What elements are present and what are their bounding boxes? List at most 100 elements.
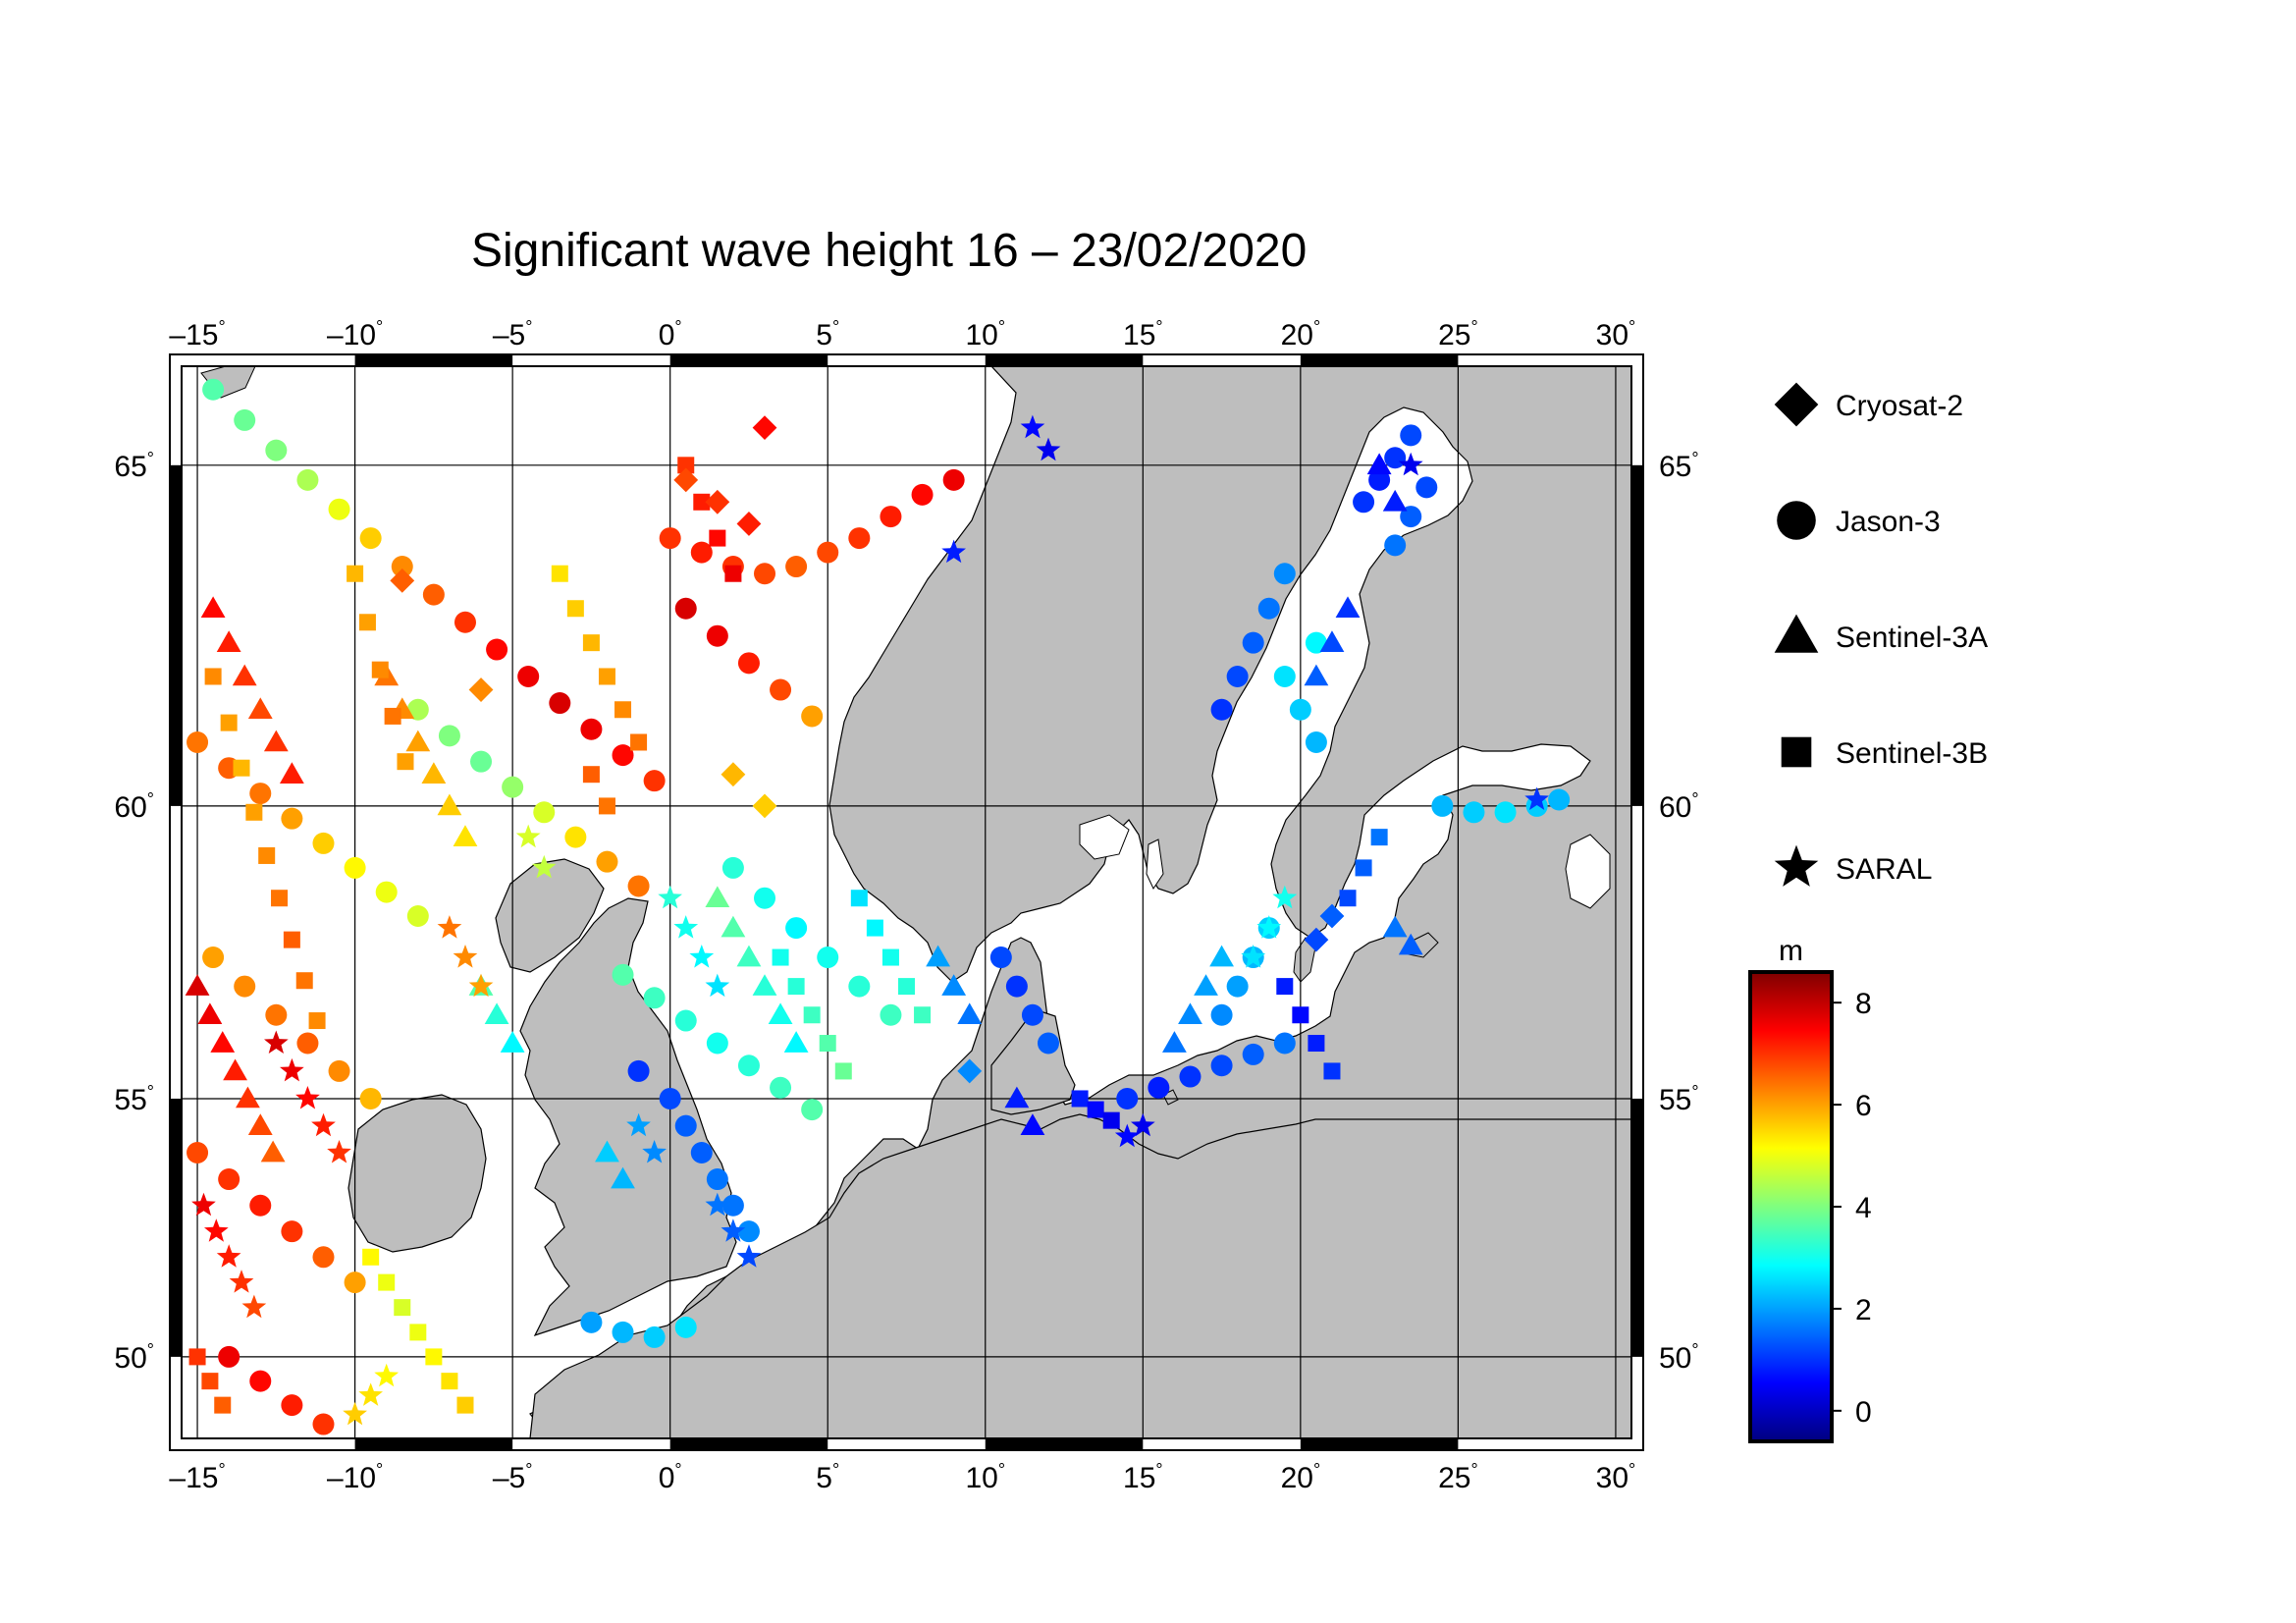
data-point: [898, 978, 915, 996]
data-point: [737, 652, 760, 675]
data-point: [187, 1142, 209, 1164]
data-point: [850, 890, 868, 907]
data-point: [1226, 975, 1249, 998]
data-point: [803, 1006, 821, 1024]
data-point: [197, 1002, 223, 1025]
data-point: [421, 762, 447, 784]
data-point: [468, 677, 494, 702]
data-point: [957, 1002, 983, 1025]
series-saral: [191, 414, 1549, 1426]
data-point: [736, 945, 762, 967]
data-point: [1382, 915, 1408, 938]
lat-tick-right: 60°: [1659, 789, 1699, 824]
data-point: [1242, 631, 1264, 654]
lon-tick-bottom: 0°: [659, 1460, 682, 1494]
data-point: [1148, 1076, 1170, 1099]
colorbar-tick-label: 4: [1855, 1192, 1872, 1224]
data-point: [347, 565, 364, 582]
data-point: [234, 408, 256, 431]
data-point: [397, 753, 414, 771]
data-point: [1319, 630, 1345, 652]
colorbar: m 8 6 4 2 0: [1748, 935, 1872, 1443]
data-point: [643, 987, 666, 1009]
data-point: [772, 948, 789, 966]
lon-tick-bottom: 10°: [965, 1460, 1005, 1494]
data-point: [281, 807, 303, 830]
data-point: [201, 1373, 219, 1390]
data-point: [785, 917, 808, 940]
data-point: [1308, 1035, 1325, 1053]
data-point: [1384, 534, 1407, 557]
data-point: [216, 1244, 241, 1268]
data-point: [866, 919, 883, 937]
data-point: [834, 1062, 852, 1080]
data-point: [1304, 664, 1329, 686]
data-point: [188, 1348, 206, 1366]
data-point: [484, 1002, 509, 1025]
data-point: [1368, 468, 1391, 491]
data-point: [311, 1112, 336, 1137]
data-point: [1398, 452, 1423, 476]
star-icon: [1774, 844, 1819, 887]
lon-tick-top: –5°: [493, 317, 533, 352]
data-point: [705, 973, 730, 998]
data-point: [1210, 1055, 1233, 1077]
frame-segment-bottom: [669, 1438, 828, 1450]
data-point: [1210, 698, 1233, 721]
data-point: [249, 1194, 272, 1217]
data-point: [425, 1348, 443, 1366]
data-point: [705, 1192, 730, 1217]
data-point: [296, 1032, 319, 1055]
data-point: [1178, 1002, 1202, 1025]
data-point: [801, 1099, 824, 1121]
data-point: [247, 697, 273, 720]
lat-tick-right: 55°: [1659, 1082, 1699, 1116]
colorbar-unit: m: [1779, 935, 1803, 967]
data-point: [1548, 788, 1571, 811]
data-point: [1273, 1032, 1296, 1055]
data-point: [312, 832, 335, 854]
data-point: [390, 568, 415, 593]
data-point: [1021, 1003, 1043, 1026]
lat-tick-right: 50°: [1659, 1340, 1699, 1375]
lon-tick-bottom: 20°: [1281, 1460, 1321, 1494]
map-title: Significant wave height 16 – 23/02/2020: [471, 225, 1308, 277]
data-point: [770, 678, 792, 701]
data-point: [709, 529, 726, 547]
lon-tick-bottom: 5°: [816, 1460, 839, 1494]
data-point: [721, 1194, 744, 1217]
data-point: [1194, 974, 1218, 996]
data-point: [1384, 447, 1407, 469]
data-point: [236, 1086, 260, 1109]
data-point: [391, 556, 413, 578]
data-point: [706, 624, 728, 647]
data-point: [264, 1030, 289, 1054]
data-point: [736, 1244, 762, 1268]
data-point: [1400, 424, 1422, 447]
data-point: [500, 1031, 525, 1053]
colorbar-tick-label: 2: [1855, 1294, 1872, 1326]
data-point: [1226, 665, 1249, 687]
data-point: [1398, 933, 1423, 955]
lon-tick-top: 0°: [659, 317, 682, 352]
data-point: [582, 634, 600, 652]
data-point: [187, 730, 209, 753]
data-point: [693, 493, 711, 511]
data-point: [454, 611, 476, 633]
data-point: [218, 1168, 240, 1191]
data-point: [384, 707, 401, 725]
data-point: [1036, 437, 1061, 461]
legend-item: Sentinel-3A: [1774, 614, 1988, 654]
data-point: [1305, 631, 1327, 654]
map-outer-border: [169, 353, 1644, 1451]
lat-tick-right: 65°: [1659, 449, 1699, 483]
data-point: [642, 1140, 667, 1163]
legend-item: Cryosat-2: [1774, 382, 1963, 427]
data-point: [1353, 491, 1375, 514]
data-point: [721, 856, 744, 879]
data-point: [1004, 1086, 1030, 1109]
data-point: [614, 701, 632, 719]
data-point: [296, 468, 319, 491]
data-point: [358, 614, 376, 631]
data-point: [344, 856, 366, 879]
